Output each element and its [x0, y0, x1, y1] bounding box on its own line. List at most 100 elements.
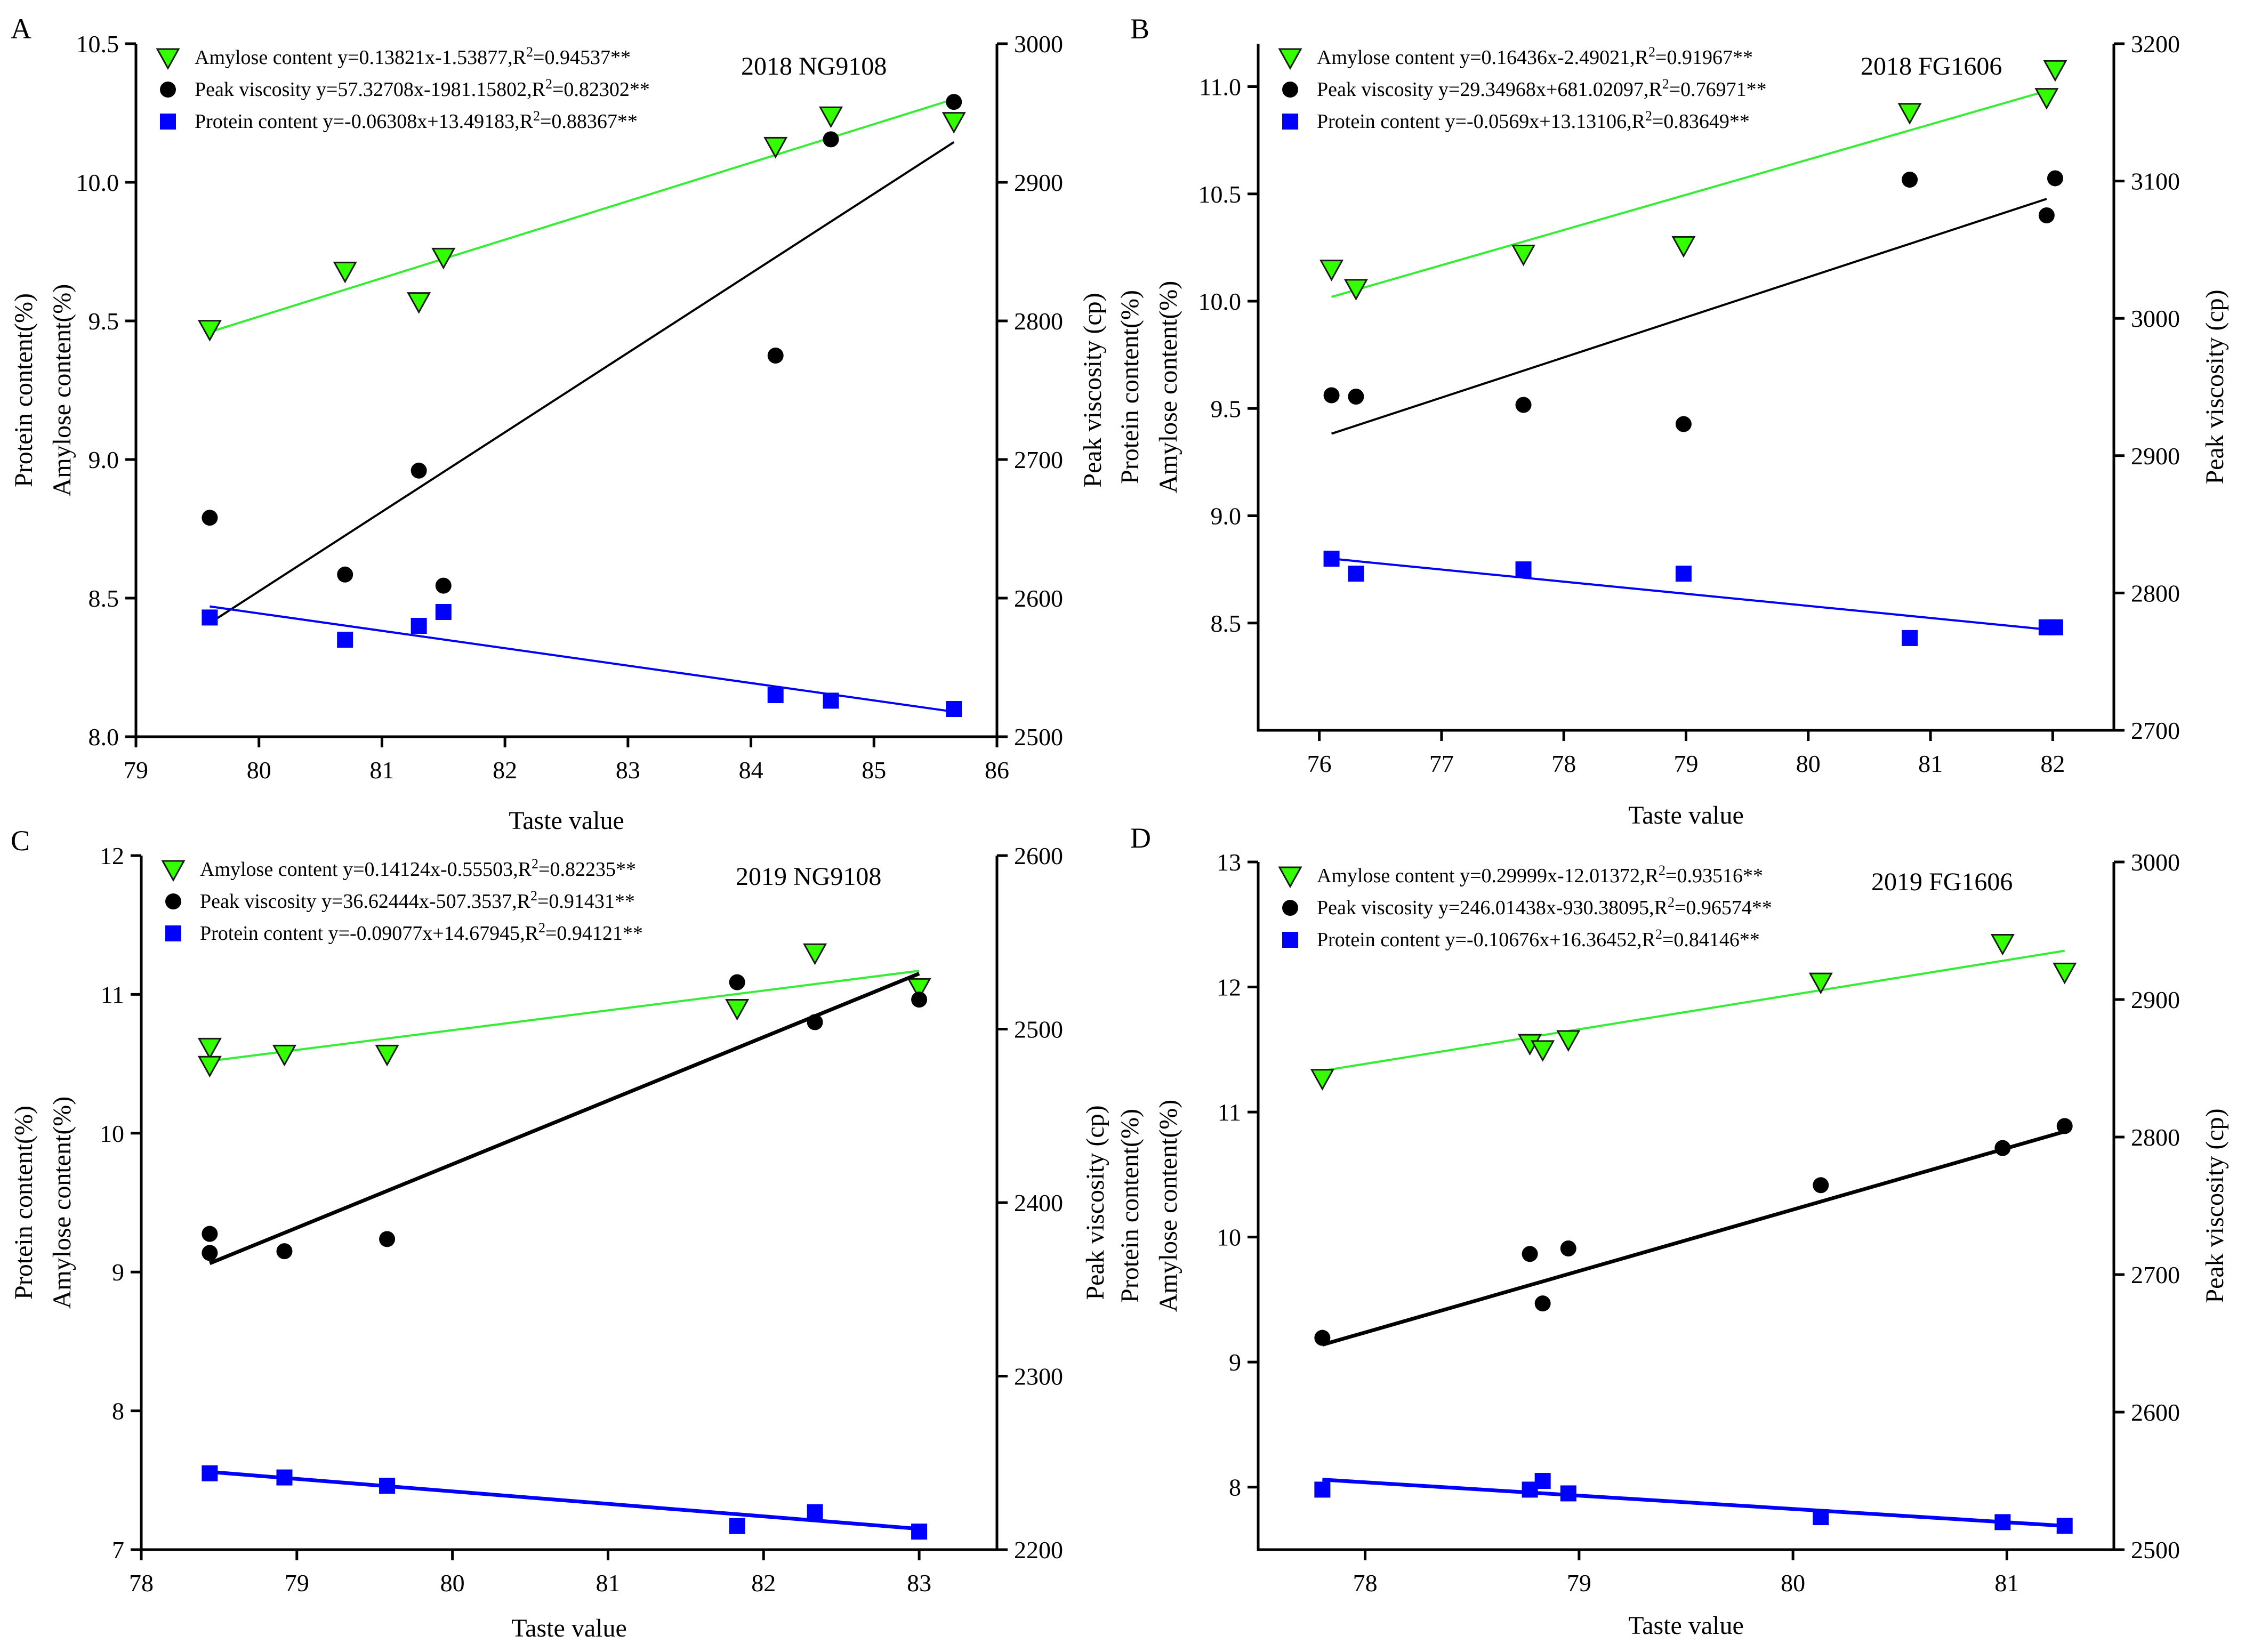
- y-right-tick-label: 2900: [1014, 169, 1063, 196]
- x-tick-label: 80: [247, 756, 271, 784]
- legend-r: R: [517, 890, 531, 913]
- legend-entry: Amylose content y=0.14124x-0.55503,R2=0.…: [200, 856, 636, 881]
- fit-line-protein: [210, 1470, 920, 1531]
- y-left-tick-label: 9.0: [1211, 503, 1242, 530]
- legend-entry: Amylose content y=0.16436x-2.49021,R2=0.…: [1317, 44, 1753, 69]
- legend-name: Peak viscosity: [200, 890, 321, 913]
- data-point-viscosity: [2038, 207, 2055, 223]
- data-point-amylose: [1310, 1069, 1334, 1091]
- data-point-amylose: [197, 320, 222, 342]
- legend-r2: =0.82235**: [538, 858, 636, 881]
- x-tick-label: 80: [440, 1569, 465, 1597]
- y-right-tick-label: 3000: [1014, 30, 1063, 58]
- data-point-amylose: [197, 1037, 222, 1060]
- panel-letter: C: [11, 825, 30, 857]
- data-point-viscosity: [202, 1226, 218, 1242]
- panel-c: C78 79 80 81 82 83789101112220023002400250026…: [10, 825, 1109, 1642]
- legend-equation: y=29.34968x+681.02097,: [1438, 78, 1648, 101]
- legend-r2: =0.88367**: [540, 110, 638, 133]
- legend-r-exp: 2: [545, 76, 552, 92]
- data-point-protein: [1994, 1514, 2011, 1530]
- y-left-tick-label: 12: [100, 842, 124, 869]
- data-point-amylose: [1990, 933, 2015, 956]
- data-point-amylose: [2034, 88, 2059, 110]
- legend-r: R: [1648, 78, 1662, 101]
- y-axis-label-protein: Protein content(%): [10, 1106, 38, 1300]
- x-tick-label: 86: [985, 756, 1009, 784]
- x-tick-label: 77: [1429, 750, 1454, 777]
- series-amylose: [1310, 933, 2077, 1091]
- data-point-amylose: [2053, 962, 2077, 985]
- legend-entry: Protein content y=-0.10676x+16.36452,R2=…: [1317, 926, 1760, 952]
- legend-r-exp: 2: [538, 920, 545, 936]
- data-point-viscosity: [1348, 389, 1364, 405]
- y-left-tick-label: 9.5: [88, 308, 119, 335]
- data-point-viscosity: [1323, 387, 1340, 404]
- series-viscosity: [202, 94, 962, 624]
- y-left-tick-label: 10.0: [1198, 288, 1242, 315]
- legend-r2: =0.91967**: [1655, 46, 1753, 69]
- panel-b: B 76 77 78 79 80 81 82 8.5 9.0 9.5 10.0 10.5 11.0 2700…: [1116, 13, 2229, 829]
- y-axis-label-amylose: Amylose content(%): [1154, 1100, 1182, 1312]
- legend-r: R: [518, 858, 532, 881]
- y-right-tick-label: 2800: [2131, 1124, 2180, 1151]
- data-point-amylose: [1671, 236, 1696, 258]
- legend-r: R: [1642, 929, 1656, 951]
- legend-entry: Peak viscosity y=57.32708x-1981.15802,R2…: [195, 76, 650, 101]
- data-point-viscosity: [823, 131, 839, 148]
- plot-title: 2018 NG9108: [741, 52, 887, 80]
- fit-line-amylose: [1322, 949, 2065, 1072]
- series-protein: [202, 604, 962, 717]
- data-point-protein: [767, 687, 784, 703]
- legend-name: Amylose content: [1317, 46, 1460, 69]
- y-left-tick-label: 13: [1217, 849, 1241, 876]
- legend-equation: y=57.32708x-1981.15802,: [316, 78, 532, 101]
- legend: Amylose content y=0.29999x-12.01372,R2=0…: [1278, 863, 1772, 952]
- y-left-tick-label: 8.0: [88, 723, 119, 751]
- legend-r: R: [1645, 865, 1659, 887]
- data-point-protein: [1813, 1509, 1829, 1526]
- y-left-tick-label: 7: [112, 1536, 124, 1564]
- y-axis-label-protein: Protein content(%): [1116, 1109, 1144, 1303]
- data-point-protein: [1675, 566, 1692, 582]
- fit-line-amylose: [1331, 90, 2047, 298]
- data-point-amylose: [725, 998, 750, 1021]
- legend-name: Amylose content: [1317, 865, 1460, 887]
- data-point-protein: [1534, 1473, 1551, 1489]
- y-axis-label-amylose: Amylose content(%): [48, 284, 76, 497]
- legend-equation: y=36.62444x-507.3537,: [321, 890, 517, 913]
- y-left-tick-label: 10.5: [1198, 181, 1242, 208]
- series-protein: [1323, 551, 2063, 646]
- y-left-tick-label: 11: [1218, 1099, 1241, 1126]
- data-point-amylose: [197, 1055, 222, 1078]
- data-point-viscosity: [1902, 172, 1918, 188]
- legend-marker-protein: [160, 114, 176, 130]
- data-point-viscosity: [2047, 170, 2063, 187]
- legend-r-exp: 2: [533, 108, 540, 124]
- x-tick-label: 80: [1796, 750, 1821, 777]
- series-protein: [1314, 1473, 2073, 1534]
- data-point-amylose: [1343, 279, 1368, 301]
- data-point-amylose: [907, 978, 931, 1000]
- data-point-amylose: [1531, 1040, 1555, 1062]
- legend-marker-protein: [1282, 932, 1298, 948]
- legend-equation: y=0.16436x-2.49021,: [1460, 46, 1635, 69]
- fit-line-viscosity: [209, 141, 955, 624]
- legend-r2: =0.96574**: [1675, 897, 1772, 919]
- data-point-protein: [337, 632, 353, 648]
- data-point-viscosity: [1560, 1240, 1576, 1256]
- plot-title: 2019 NG9108: [736, 863, 881, 891]
- data-point-protein: [729, 1518, 745, 1534]
- legend-r: R: [1635, 46, 1649, 69]
- y-right-tick-label: 2400: [1014, 1189, 1063, 1216]
- x-axis-label: Taste value: [511, 1614, 627, 1642]
- y-right-tick-label: 3100: [2131, 168, 2180, 195]
- legend-name: Amylose content: [195, 46, 337, 69]
- data-point-viscosity: [1534, 1295, 1551, 1312]
- x-tick-label: 83: [616, 756, 640, 784]
- data-point-amylose: [803, 943, 827, 965]
- data-point-viscosity: [1314, 1329, 1331, 1346]
- y-right-tick-label: 3000: [2131, 849, 2180, 876]
- legend-equation: y=-0.06308x+13.49183,: [323, 110, 520, 133]
